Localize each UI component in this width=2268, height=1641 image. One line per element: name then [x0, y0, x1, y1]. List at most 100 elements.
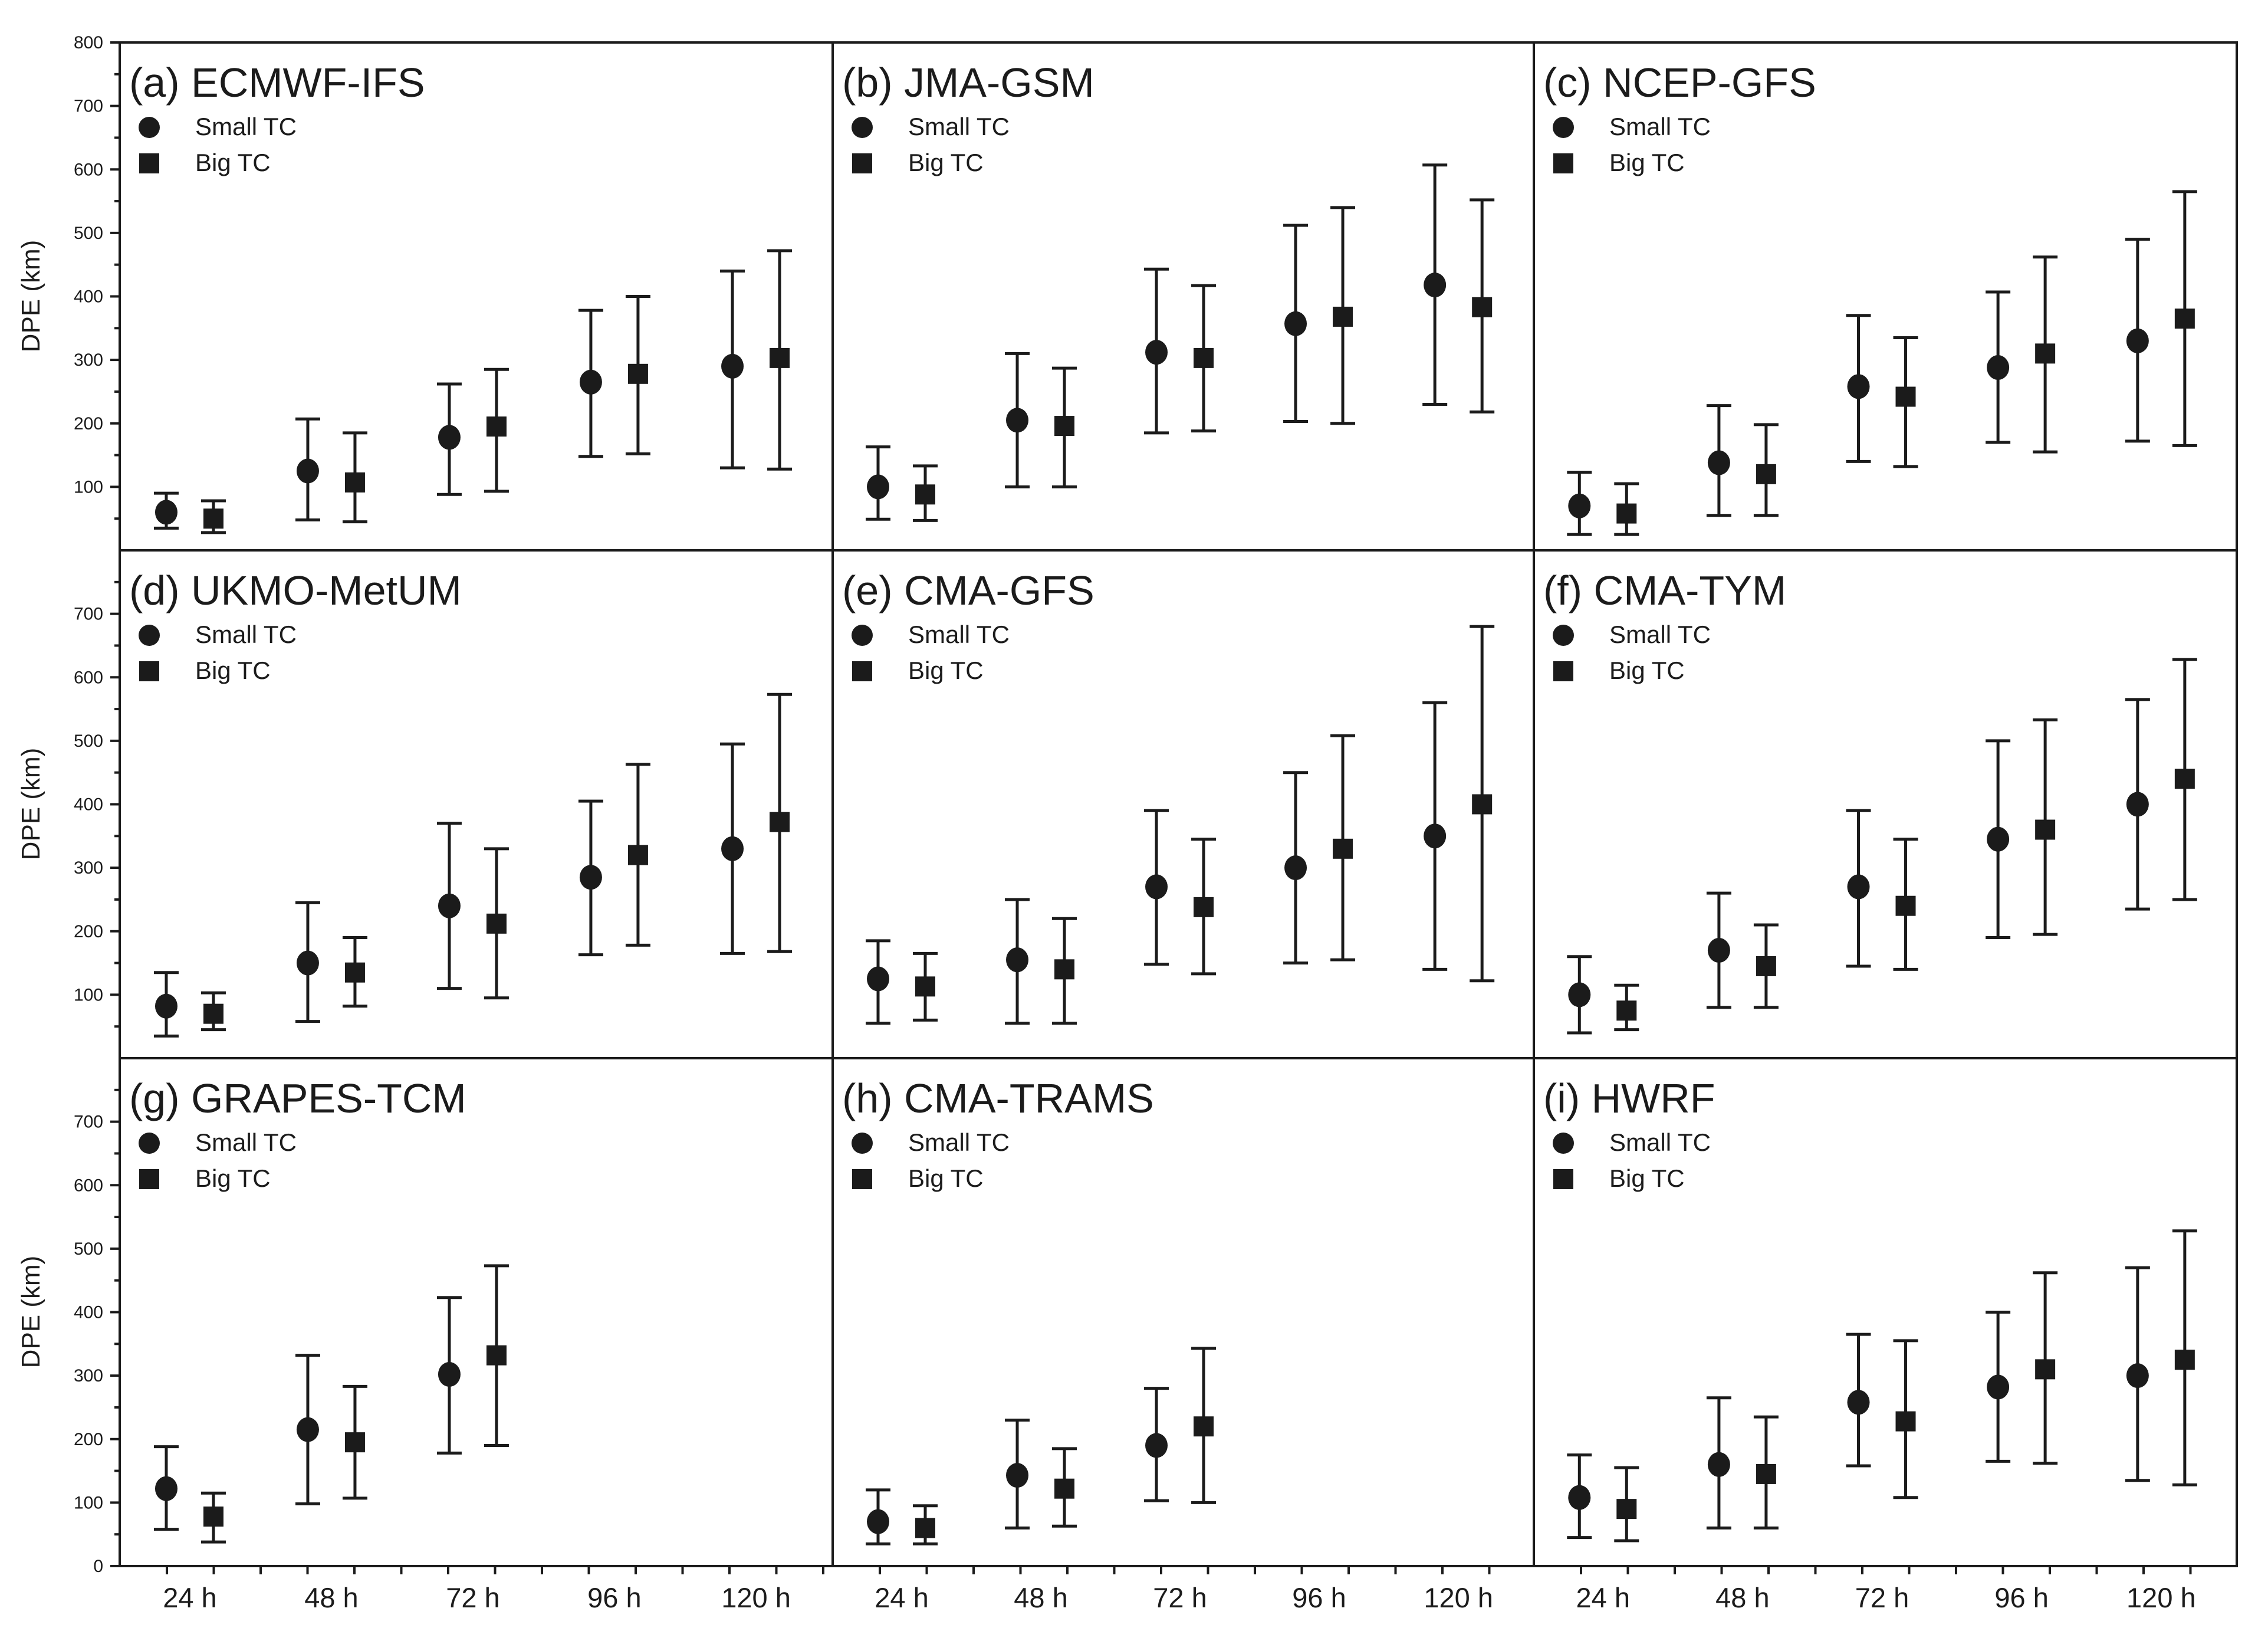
- series-big-tc: [200, 1264, 509, 1544]
- series-big-tc: [1614, 190, 2197, 536]
- y-tick-label: 300: [74, 858, 103, 878]
- x-tick-label: 96 h: [1994, 1582, 2048, 1613]
- y-axis-label: DPE (km): [17, 748, 45, 861]
- legend-small-tc-icon: [139, 625, 160, 646]
- series-small-tc: [153, 269, 745, 530]
- data-marker-circle: [1847, 874, 1870, 900]
- data-marker-circle: [1424, 823, 1447, 849]
- legend-label: Small TC: [908, 113, 1010, 140]
- data-marker-circle: [1145, 340, 1168, 365]
- data-marker-circle: [2126, 1363, 2149, 1389]
- data-marker-square: [203, 508, 223, 529]
- legend-big-tc-icon: [139, 153, 159, 173]
- legend-small-tc-icon: [1553, 117, 1574, 138]
- data-marker-square: [915, 484, 935, 505]
- data-marker-circle: [1847, 374, 1870, 399]
- panel-title: (a) ECMWF-IFS: [129, 60, 425, 106]
- data-marker-circle: [1987, 1374, 2010, 1400]
- data-marker-square: [1472, 794, 1493, 815]
- panel-title: (g) GRAPES-TCM: [129, 1075, 466, 1121]
- data-marker-circle: [1284, 311, 1307, 336]
- data-marker-circle: [1145, 1433, 1168, 1458]
- data-marker-square: [627, 363, 648, 384]
- data-marker-circle: [866, 1509, 889, 1534]
- data-marker-square: [1756, 464, 1776, 484]
- data-marker-square: [770, 812, 790, 832]
- data-marker-square: [1194, 897, 1214, 917]
- panel-d: 100 200 300 400 500 600 700 (d) UKMO-MetUM Small…: [74, 549, 834, 1059]
- legend-small-tc-icon: [852, 1133, 873, 1154]
- data-marker-square: [486, 1345, 507, 1366]
- legend-label: Small TC: [908, 1128, 1010, 1156]
- legend-small-tc-icon: [139, 1133, 160, 1154]
- panel-border: [1533, 1057, 2238, 1567]
- series-small-tc: [153, 742, 745, 1038]
- data-marker-circle: [1568, 493, 1591, 518]
- data-marker-square: [627, 845, 648, 865]
- data-marker-circle: [1006, 947, 1029, 973]
- legend-label: Big TC: [195, 657, 271, 684]
- x-tick-label: 120 h: [1424, 1582, 1493, 1613]
- series-small-tc: [865, 1387, 1169, 1545]
- legend-big-tc-icon: [852, 153, 872, 173]
- panel-c: (c) NCEP-GFS Small TC Big TC: [1533, 41, 2238, 552]
- legend-label: Small TC: [195, 621, 297, 648]
- legend-big-tc-icon: [1553, 153, 1573, 173]
- y-tick-label: 800: [74, 33, 103, 52]
- data-marker-circle: [438, 893, 461, 918]
- legend-big-tc-icon: [139, 661, 159, 681]
- data-marker-square: [915, 1518, 935, 1538]
- y-tick-label: 100: [74, 985, 103, 1005]
- data-marker-square: [1333, 306, 1353, 327]
- data-marker-square: [486, 416, 507, 437]
- data-marker-square: [1895, 1411, 1916, 1432]
- data-marker-circle: [155, 1476, 178, 1501]
- legend-label: Big TC: [908, 1164, 984, 1192]
- x-tick-label: 48 h: [1715, 1582, 1769, 1613]
- series-big-tc: [200, 249, 793, 534]
- data-marker-circle: [579, 369, 602, 395]
- data-marker-circle: [1987, 355, 2010, 380]
- data-marker-square: [344, 1432, 365, 1453]
- data-marker-circle: [296, 950, 319, 976]
- data-marker-square: [344, 962, 365, 983]
- legend-label: Small TC: [195, 1128, 297, 1156]
- data-marker-square: [1054, 416, 1075, 436]
- panel-h: 24 h 48 h 72 h 96 h 120 h (h) CMA-TRAMS Small …: [831, 1057, 1535, 1613]
- series-small-tc: [865, 163, 1448, 521]
- legend-big-tc-icon: [852, 1169, 872, 1189]
- data-marker-square: [2174, 1350, 2195, 1370]
- data-marker-circle: [1006, 408, 1029, 433]
- data-marker-circle: [296, 458, 319, 484]
- data-marker-circle: [296, 1417, 319, 1442]
- data-marker-circle: [1707, 450, 1730, 475]
- y-tick-label: 500: [74, 224, 103, 243]
- x-tick-label: 72 h: [1855, 1582, 1909, 1613]
- legend-small-tc-icon: [852, 117, 873, 138]
- legend: Small TC Big TC: [139, 113, 297, 176]
- series-big-tc: [1614, 658, 2197, 1032]
- data-marker-circle: [438, 1361, 461, 1387]
- panel-b: (b) JMA-GSM Small TC Big TC: [831, 41, 1535, 552]
- data-marker-circle: [1707, 1452, 1730, 1477]
- legend: Small TC Big TC: [852, 1128, 1010, 1192]
- legend-label: Small TC: [1609, 621, 1711, 648]
- data-marker-square: [915, 976, 935, 997]
- y-axis-label: DPE (km): [17, 1256, 45, 1368]
- data-marker-square: [1616, 1499, 1637, 1519]
- legend: Small TC Big TC: [852, 621, 1010, 684]
- x-tick-label: 72 h: [446, 1582, 499, 1613]
- data-marker-square: [1472, 297, 1493, 317]
- series-big-tc: [1614, 1229, 2197, 1542]
- y-tick-label: 0: [93, 1557, 103, 1576]
- data-marker-circle: [1284, 855, 1307, 881]
- data-marker-square: [203, 1003, 223, 1024]
- legend-label: Small TC: [1609, 1128, 1711, 1156]
- legend-label: Small TC: [908, 621, 1010, 648]
- data-marker-circle: [866, 966, 889, 992]
- series-small-tc: [865, 701, 1448, 1025]
- data-marker-circle: [2126, 792, 2149, 817]
- data-marker-square: [1756, 1463, 1776, 1484]
- data-marker-square: [1756, 956, 1776, 976]
